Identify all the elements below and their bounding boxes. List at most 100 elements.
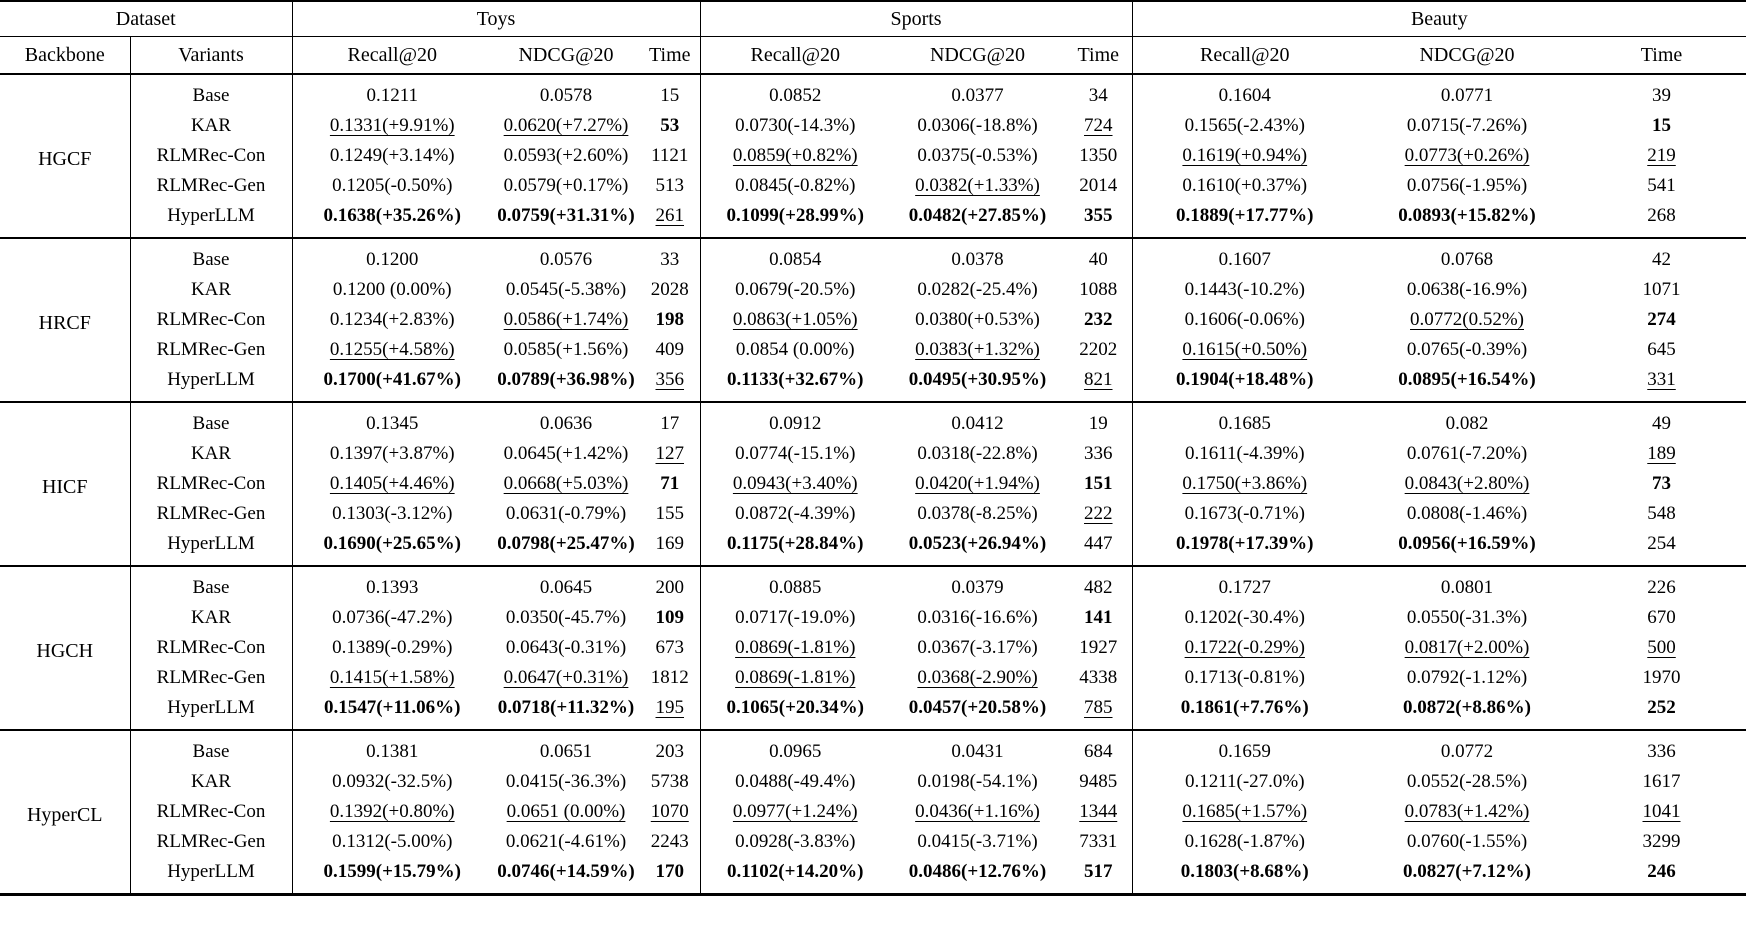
- metric-cell: 821: [1065, 365, 1132, 402]
- metric-cell: 0.0523(+26.94%): [890, 529, 1065, 566]
- metric-cell: 0.0852: [699, 74, 891, 111]
- metric-cell: 0.0843(+2.80%): [1357, 469, 1577, 499]
- table-row: KAR 0.0736(-47.2%) 0.0350(-45.7%) 109 0.0717…: [0, 603, 1746, 633]
- metric-cell: 0.1713(-0.81%): [1131, 663, 1358, 693]
- metric-cell: 0.1604: [1131, 74, 1358, 111]
- metric-cell: 0.0586(+1.74%): [492, 305, 640, 335]
- table-row: HyperLLM 0.1700(+41.67%) 0.0789(+36.98%) 35…: [0, 365, 1746, 402]
- metric-cell: 169: [640, 529, 700, 566]
- backbone-label: HGCF: [38, 147, 92, 170]
- variant-label: KAR: [129, 439, 293, 469]
- backbone-group-hgch: HGCH Base 0.1393 0.0645 200 0.0885 0.0379 482 0.…: [0, 566, 1746, 730]
- metric-value: 0.0415(-3.71%): [917, 831, 1038, 852]
- metric-cell: 0.0431: [890, 730, 1065, 767]
- metric-value: 0.0783(+1.42%): [1404, 801, 1530, 822]
- variant-label: RLMRec-Gen: [129, 335, 293, 365]
- metric-cell: 0.1312(-5.00%): [291, 827, 493, 857]
- table-row: HyperLLM 0.1599(+15.79%) 0.0746(+14.59%) 17…: [0, 857, 1746, 895]
- metric-value: 0.0772(0.52%): [1410, 309, 1524, 330]
- metric-value: 0.0350(-45.7%): [505, 607, 627, 628]
- metric-value: 0.0415(-36.3%): [505, 771, 627, 792]
- metric-cell: 645: [1577, 335, 1746, 365]
- metric-value: 0.0651: [539, 741, 593, 762]
- metric-cell: 0.1619(+0.94%): [1131, 141, 1358, 171]
- metric-value: 0.0772: [1440, 741, 1494, 762]
- metric-value: 500: [1647, 637, 1676, 658]
- metric-value: 7331: [1079, 831, 1118, 852]
- table-row: RLMRec-Gen 0.1255(+4.58%) 0.0585(+1.56%) 40…: [0, 335, 1746, 365]
- metric-cell: 0.0550(-31.3%): [1357, 603, 1577, 633]
- metric-value: 0.1611(-4.39%): [1184, 443, 1305, 464]
- metric-value: 3299: [1642, 831, 1681, 852]
- metric-value: 0.0730(-14.3%): [735, 115, 856, 136]
- metric-cell: 1041: [1577, 797, 1746, 827]
- table-row: HRCF Base 0.1200 0.0576 33 0.0854 0.0378 40 0.16…: [0, 238, 1746, 334]
- metric-cell: 2243: [640, 827, 700, 857]
- metric-cell: 0.0620(+7.27%): [492, 111, 640, 141]
- metric-cell: 5738: [640, 767, 700, 797]
- metric-cell: 0.1205(-0.50%): [291, 171, 493, 201]
- variant-label: KAR: [129, 275, 293, 305]
- table-row: HyperLLM 0.1638(+35.26%) 0.0759(+31.31%) 26…: [0, 201, 1746, 238]
- metric-value: 0.0379: [951, 577, 1004, 598]
- variant-label: HyperLLM: [129, 365, 293, 402]
- metric-value: 203: [655, 741, 685, 762]
- metric-value: 0.1392(+0.80%): [329, 801, 455, 822]
- metric-value: 0.0668(+5.03%): [503, 473, 629, 494]
- metric-value: 548: [1647, 503, 1676, 524]
- metric-cell: 170: [640, 857, 700, 895]
- metric-value: 0.1547(+11.06%): [324, 697, 461, 718]
- metric-cell: 1088: [1065, 275, 1132, 305]
- metric-cell: 0.0436(+1.16%): [890, 797, 1065, 827]
- metric-cell: 673: [640, 633, 700, 663]
- metric-value: 0.0789(+36.98%): [497, 369, 635, 390]
- metric-value: 0.0486(+12.76%): [908, 861, 1047, 882]
- metric-value: 0.1202(-30.4%): [1184, 607, 1305, 628]
- metric-cell: 670: [1577, 603, 1746, 633]
- metric-value: 1350: [1079, 145, 1118, 166]
- metric-cell: 541: [1577, 171, 1746, 201]
- metric-cell: 0.1690(+25.65%): [291, 529, 493, 566]
- metric-cell: 409: [640, 335, 700, 365]
- metric-value: 0.1659: [1218, 741, 1271, 762]
- variant-label: HyperLLM: [129, 201, 293, 238]
- metric-cell: 0.1133(+32.67%): [699, 365, 891, 402]
- metric-cell: 0.0783(+1.42%): [1357, 797, 1577, 827]
- metric-cell: 2028: [640, 275, 700, 305]
- metric-value: 0.0977(+1.24%): [732, 801, 858, 822]
- metric-value: 0.1861(+7.76%): [1180, 697, 1309, 718]
- metric-cell: 0.0651 (0.00%): [492, 797, 640, 827]
- metric-value: 0.1200: [366, 249, 419, 270]
- metric-value: 219: [1647, 145, 1676, 166]
- metric-cell: 0.0578: [492, 74, 640, 111]
- table-row: KAR 0.1331(+9.91%) 0.0620(+7.27%) 53 0.0730(…: [0, 111, 1746, 141]
- metric-cell: 155: [640, 499, 700, 529]
- metric-cell: 0.1978(+17.39%): [1131, 529, 1358, 566]
- metric-value: 0.0932(-32.5%): [332, 771, 453, 792]
- metric-cell: 0.0318(-22.8%): [890, 439, 1065, 469]
- metric-cell: 1812: [640, 663, 700, 693]
- metric-cell: 268: [1577, 201, 1746, 238]
- metric-value: 0.0550(-31.3%): [1406, 607, 1528, 628]
- metric-cell: 0.1638(+35.26%): [291, 201, 493, 238]
- metric-value: 39: [1652, 85, 1672, 106]
- metric-cell: 0.0928(-3.83%): [699, 827, 891, 857]
- metric-value: 0.1389(-0.29%): [332, 637, 453, 658]
- metric-cell: 0.0378: [890, 238, 1065, 275]
- metric-cell: 2202: [1065, 335, 1132, 365]
- metric-cell: 513: [640, 171, 700, 201]
- metric-cell: 0.0636: [492, 402, 640, 439]
- metric-cell: 356: [640, 365, 700, 402]
- metric-cell: 0.0368(-2.90%): [890, 663, 1065, 693]
- metric-value: 821: [1084, 369, 1113, 390]
- metric-cell: 261: [640, 201, 700, 238]
- metric-cell: 0.0730(-14.3%): [699, 111, 891, 141]
- table-row: HyperCL Base 0.1381 0.0651 203 0.0965 0.0431 68…: [0, 730, 1746, 826]
- header-toys-recall: Recall@20: [291, 36, 493, 75]
- metric-value: 0.0845(-0.82%): [735, 175, 856, 196]
- table-row: RLMRec-Con 0.1389(-0.29%) 0.0643(-0.31%) 67…: [0, 633, 1746, 663]
- metric-value: 0.0375(-0.53%): [917, 145, 1038, 166]
- metric-value: 5738: [650, 771, 689, 792]
- metric-cell: 0.0412: [890, 402, 1065, 439]
- metric-cell: 0.0383(+1.32%): [890, 335, 1065, 365]
